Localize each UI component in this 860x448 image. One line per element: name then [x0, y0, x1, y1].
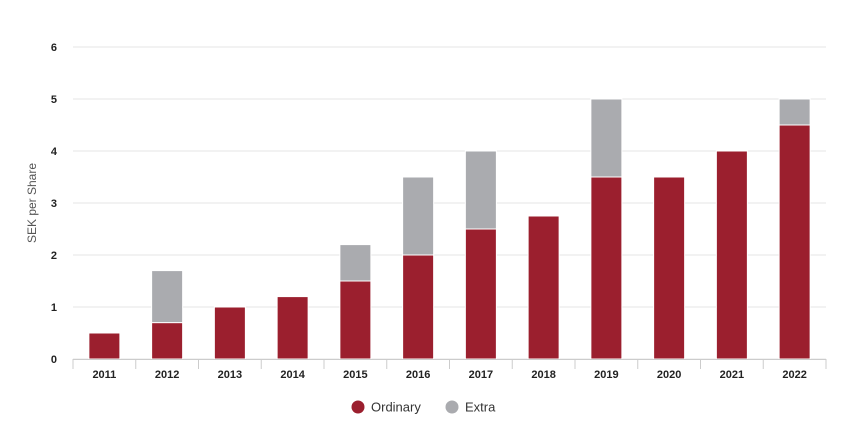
legend-label: Extra [465, 400, 496, 415]
x-tick-label: 2011 [92, 369, 116, 381]
legend-marker [445, 400, 459, 414]
gridlines [73, 46, 826, 360]
bar-ordinary-2012[interactable] [151, 322, 184, 360]
x-axis: 2011 2012 2013 2014 2015 2016 2017 2018 2019 2020… [72, 359, 827, 381]
x-tick-label: 2020 [657, 369, 681, 381]
x-tick-label: 2019 [594, 369, 618, 381]
bar-ordinary-2015[interactable] [339, 280, 372, 360]
bar-ordinary-2011[interactable] [88, 332, 121, 360]
x-tick-label: 2015 [343, 369, 367, 381]
x-tick-label: 2013 [218, 369, 242, 381]
bar-extra-2012[interactable] [151, 270, 184, 324]
bar-ordinary-2014[interactable] [276, 296, 309, 360]
bar-ordinary-2018[interactable] [527, 215, 560, 360]
bar-extra-2022[interactable] [778, 98, 811, 126]
bar-extra-2016[interactable] [402, 176, 435, 256]
x-tick-label: 2022 [782, 369, 806, 381]
y-tick-label: 0 [51, 354, 57, 366]
x-tick-label: 2018 [531, 369, 555, 381]
x-tick-label: 2016 [406, 369, 430, 381]
y-tick-label: 2 [51, 250, 57, 262]
x-tick-label: 2014 [280, 369, 305, 381]
legend-item-extra[interactable]: Extra [445, 400, 497, 415]
legend-label: Ordinary [371, 400, 421, 415]
y-axis: 0 1 2 3 4 5 6 [51, 42, 58, 366]
y-tick-label: 3 [51, 198, 57, 210]
legend[interactable]: Ordinary Extra [351, 400, 497, 415]
bar-ordinary-2021[interactable] [715, 150, 748, 360]
y-tick-label: 1 [51, 302, 57, 314]
x-tick-label: 2021 [720, 369, 744, 381]
x-tick-label: 2017 [469, 369, 493, 381]
bar-extra-2019[interactable] [590, 98, 623, 178]
bars-group [88, 98, 811, 360]
bar-ordinary-2019[interactable] [590, 176, 623, 360]
y-axis-label: SEK per Share [25, 163, 39, 243]
legend-marker [351, 400, 365, 414]
bar-ordinary-2022[interactable] [778, 124, 811, 360]
bar-ordinary-2016[interactable] [402, 254, 435, 360]
x-tick-label: 2012 [155, 369, 179, 381]
bar-ordinary-2013[interactable] [213, 306, 246, 360]
bar-extra-2015[interactable] [339, 244, 372, 282]
legend-item-ordinary[interactable]: Ordinary [351, 400, 422, 415]
bar-ordinary-2017[interactable] [464, 228, 497, 360]
y-tick-label: 5 [51, 94, 57, 106]
bar-extra-2017[interactable] [464, 150, 497, 230]
y-tick-label: 6 [51, 42, 57, 54]
y-tick-label: 4 [51, 146, 58, 158]
bar-ordinary-2020[interactable] [653, 176, 686, 360]
